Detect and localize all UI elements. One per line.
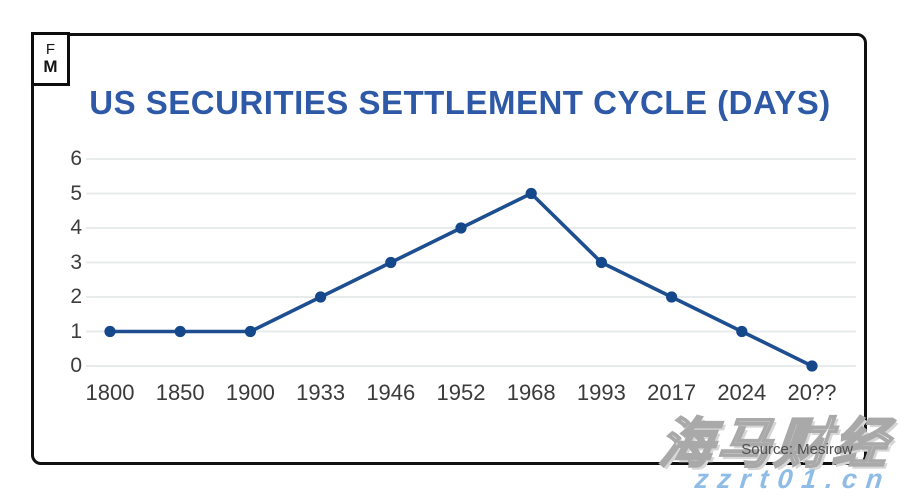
data-point-marker	[244, 325, 256, 338]
site-watermark: zzrt01.cn	[693, 464, 894, 494]
y-tick-label: 5	[70, 181, 82, 205]
data-point-marker	[806, 360, 818, 372]
series-line	[110, 191, 813, 368]
x-tick-label: 1900	[225, 380, 275, 405]
x-tick-label: 1850	[155, 380, 205, 405]
card-border	[31, 33, 867, 465]
x-tick-label: 1800	[85, 380, 135, 405]
x-tick-label: 1933	[296, 380, 346, 405]
x-tick-label: 2024	[717, 380, 767, 405]
data-point-marker	[104, 325, 116, 338]
chart-title: US SECURITIES SETTLEMENT CYCLE (DAYS)	[89, 84, 831, 121]
data-point-marker	[666, 291, 678, 303]
x-tick-label: 1952	[436, 380, 486, 405]
x-tick-label: 1993	[576, 380, 626, 405]
x-tick-label: 2017	[647, 380, 697, 405]
data-point-marker	[385, 256, 397, 269]
data-point-marker	[595, 256, 608, 269]
data-point-marker	[525, 187, 537, 200]
y-tick-label: 6	[70, 147, 82, 170]
y-tick-label: 3	[70, 250, 82, 274]
y-tick-label: 0	[70, 354, 82, 377]
fm-logo: F M	[31, 32, 70, 86]
y-tick-label: 4	[70, 216, 82, 239]
x-tick-label: 20??	[787, 380, 837, 405]
x-tick-label: 1946	[366, 380, 416, 405]
source-credit: Source: Mesirow	[741, 441, 853, 458]
data-point-marker	[315, 291, 327, 303]
fm-logo-letter-f: F	[45, 41, 56, 59]
fm-logo-letter-m: M	[43, 56, 58, 76]
x-tick-label: 1968	[506, 380, 556, 405]
data-point-marker	[174, 325, 186, 338]
data-point-marker	[455, 222, 467, 234]
data-point-marker	[736, 325, 748, 338]
y-tick-label: 2	[70, 285, 82, 308]
y-tick-label: 1	[70, 319, 82, 343]
